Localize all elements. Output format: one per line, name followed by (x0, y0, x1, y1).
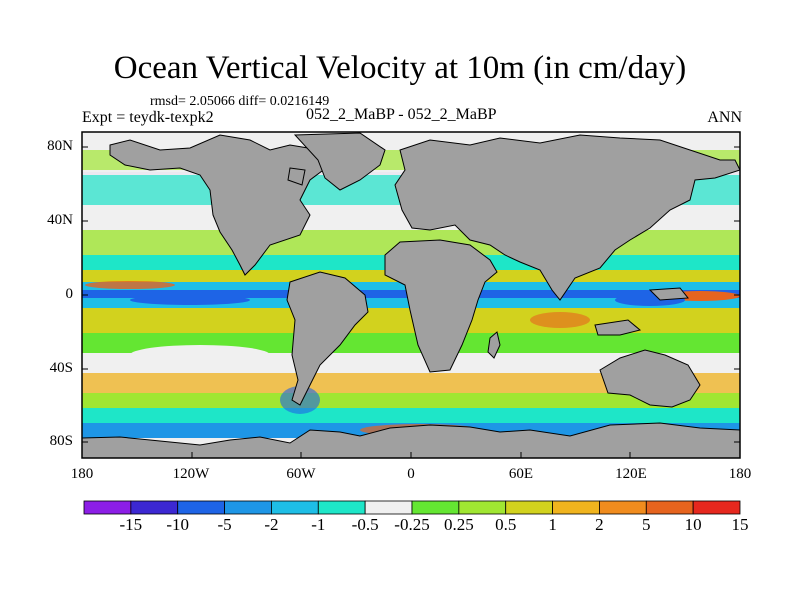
colorbar-label: -2 (264, 515, 279, 534)
colorbar-label: -5 (217, 515, 232, 534)
lon-label-120e: 120E (615, 466, 647, 482)
lon-label-60w: 60W (286, 466, 316, 482)
colorbar-swatch (458, 500, 507, 515)
experiment-label: Expt = teydk-texpk2 (82, 109, 214, 126)
colorbar-swatch (177, 500, 225, 515)
colorbar (83, 500, 741, 515)
colorbar-label: -10 (166, 515, 190, 534)
colorbar-swatch (364, 500, 413, 515)
colorbar-swatch (411, 500, 460, 515)
colorbar-swatch (83, 500, 132, 515)
lon-label-180e: 180 (728, 466, 752, 482)
plot-title: Ocean Vertical Velocity at 10m (in cm/da… (113, 50, 687, 86)
colorbar-label: 5 (642, 515, 651, 534)
land (82, 132, 740, 458)
colorbar-swatch (317, 500, 366, 515)
colorbar-label: -1 (311, 515, 326, 534)
colorbar-label: 2 (595, 515, 604, 534)
lon-label-120w: 120W (172, 466, 210, 482)
colorbar-swatch (130, 500, 179, 515)
stats-label: rmsd= 2.05066 diff= 0.0216149 (150, 94, 330, 109)
colorbar-swatch (271, 500, 319, 515)
lon-label-60e: 60E (508, 466, 534, 482)
season-label: ANN (707, 109, 742, 126)
lon-label-180w: 180 (70, 466, 94, 482)
lon-label-0: 0 (407, 466, 415, 482)
colorbar-swatch (224, 500, 272, 515)
lat-label-40s: 40S (49, 360, 73, 376)
colorbar-swatch (505, 500, 553, 515)
colorbar-swatch (552, 500, 600, 515)
colorbar-label: 0.5 (495, 515, 517, 534)
colorbar-label: 10 (684, 515, 702, 534)
lat-label-80s: 80S (49, 433, 73, 449)
difference-label: 052_2_MaBP - 052_2_MaBP (306, 106, 497, 123)
lat-label-0: 0 (65, 286, 74, 302)
colorbar-label: 1 (548, 515, 557, 534)
colorbar-swatch (645, 500, 694, 515)
colorbar-label: -0.25 (394, 515, 430, 534)
lat-label-40n: 40N (47, 212, 73, 228)
colorbar-label: 15 (731, 515, 749, 534)
colorbar-label: -0.5 (351, 515, 379, 534)
lat-label-80n: 80N (47, 138, 73, 154)
colorbar-label: 0.25 (443, 515, 474, 534)
colorbar-swatch (599, 500, 647, 515)
colorbar-swatch (692, 500, 741, 515)
map-field (82, 132, 740, 458)
colorbar-label: -15 (119, 515, 143, 534)
